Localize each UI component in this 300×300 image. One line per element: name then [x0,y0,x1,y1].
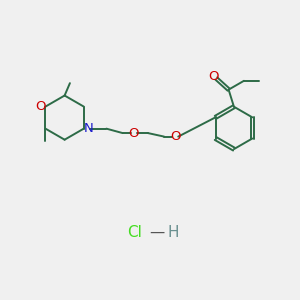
Text: H: H [168,225,179,240]
Text: Cl: Cl [127,225,142,240]
Text: N: N [84,122,93,135]
Text: O: O [208,70,219,83]
Text: —: — [149,225,164,240]
Text: O: O [170,130,181,143]
Text: O: O [128,127,139,140]
Text: O: O [35,100,45,113]
